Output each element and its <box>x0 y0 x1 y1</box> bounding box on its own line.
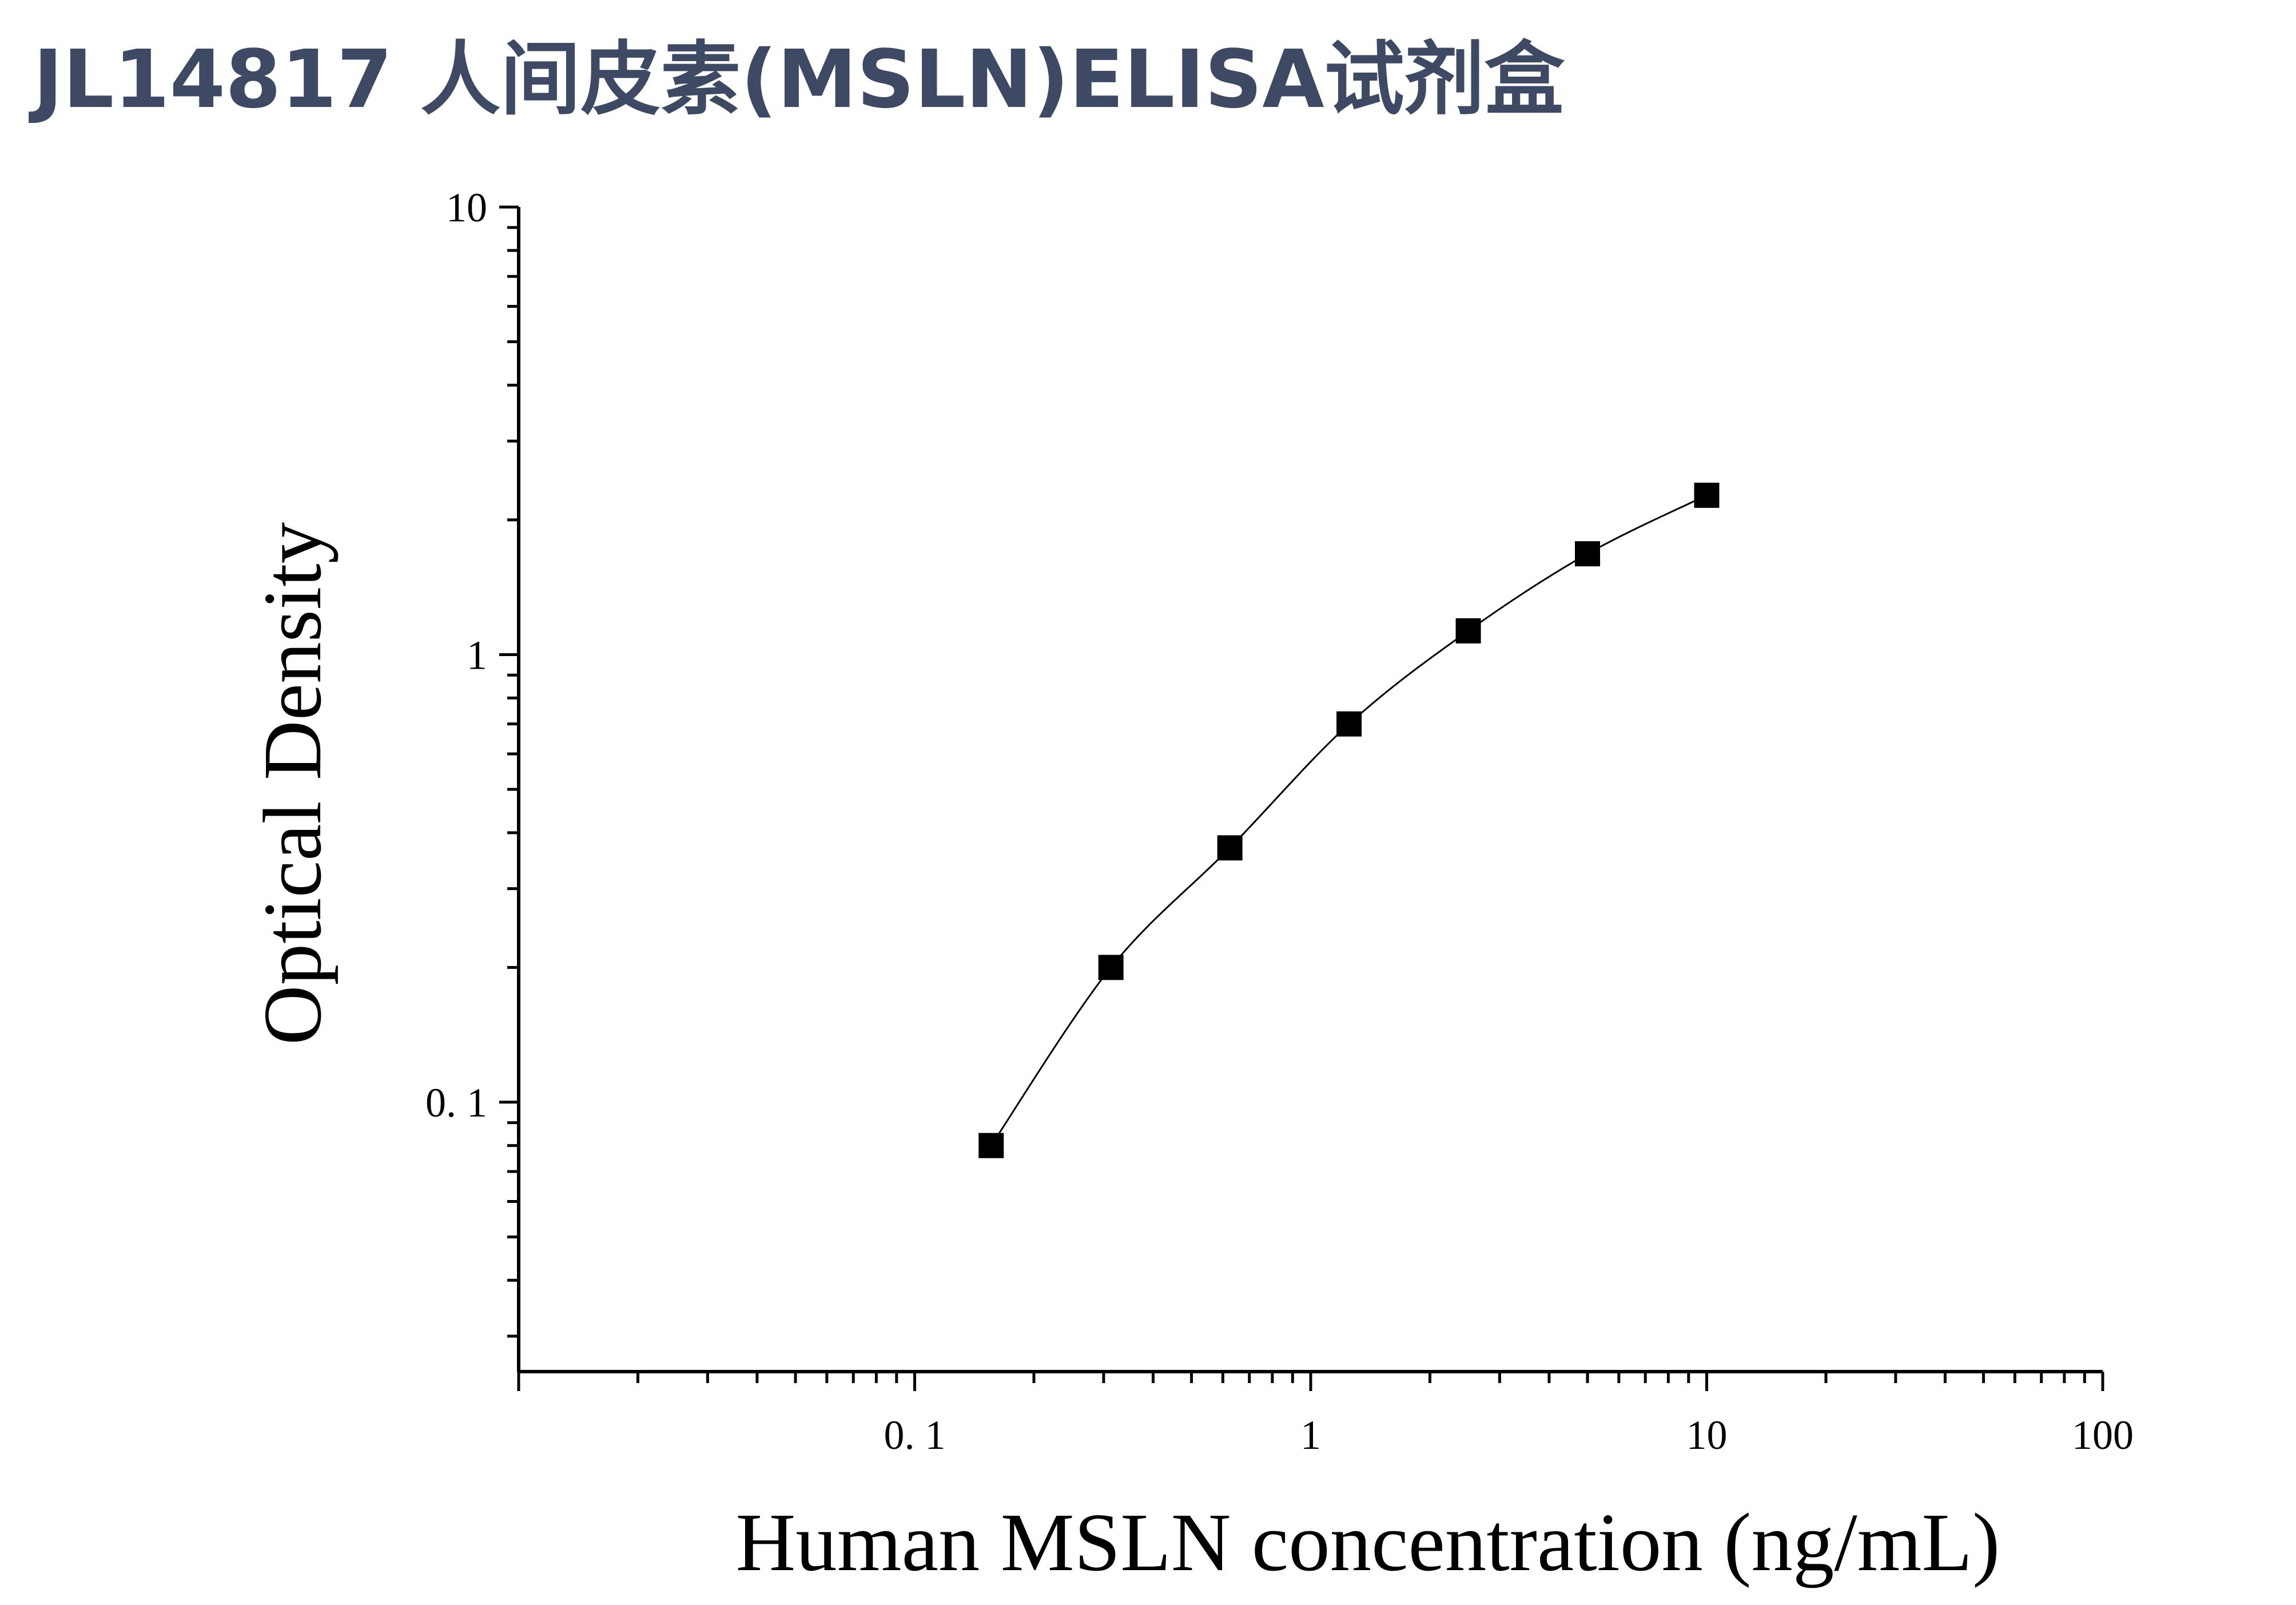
x-tick-label: 10 <box>1686 1412 1728 1458</box>
page-title: JL14817 人间皮素(MSLN)ELISA试剂盒 <box>33 33 1565 126</box>
x-tick-label: 100 <box>2072 1412 2134 1458</box>
data-point-marker <box>1217 835 1243 861</box>
y-tick-label: 0. 1 <box>425 1080 487 1126</box>
y-axis-title: Optical Density <box>247 522 339 1045</box>
data-point-marker <box>1336 711 1362 737</box>
x-tick-label: 1 <box>1300 1412 1321 1458</box>
x-axis-title: Human MSLN concentration (ng/mL) <box>736 1497 2000 1588</box>
data-point-marker <box>1694 482 1720 508</box>
x-tick-label: 0. 1 <box>884 1412 946 1458</box>
data-point-marker <box>1098 955 1124 980</box>
data-point-marker <box>1575 541 1601 567</box>
fit-curve <box>990 494 1708 1146</box>
y-tick-label: 1 <box>467 632 487 678</box>
data-point-marker <box>978 1133 1004 1158</box>
data-point-marker <box>1455 618 1481 643</box>
y-tick-label: 10 <box>446 185 487 231</box>
